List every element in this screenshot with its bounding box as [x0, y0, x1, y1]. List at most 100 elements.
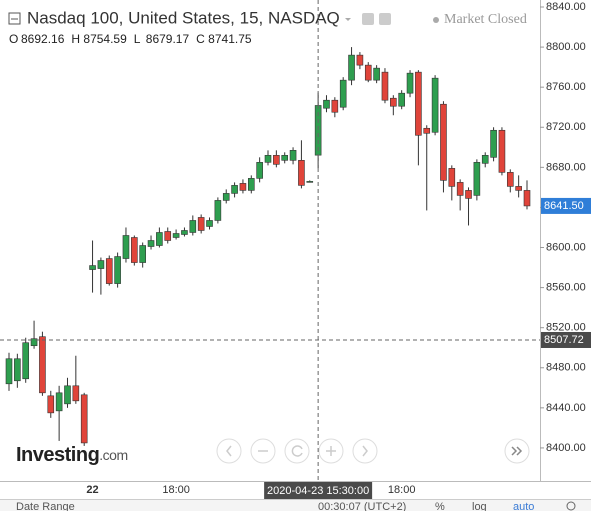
candle-body: [164, 231, 172, 241]
candle-body: [523, 190, 531, 207]
crosshair-price-label: 8507.72: [544, 334, 584, 346]
brand: Investing.com: [16, 444, 128, 466]
date-range[interactable]: Date Range: [16, 501, 75, 511]
candle-body: [289, 150, 297, 161]
candle-body: [456, 182, 464, 196]
candle-body: [131, 237, 138, 263]
ohlc-value: 8692.16: [21, 32, 65, 46]
log-toggle[interactable]: log: [472, 501, 487, 511]
scroll-right[interactable]: [352, 438, 378, 464]
collapse-icon[interactable]: [8, 12, 21, 25]
scroll-left[interactable]: [216, 438, 242, 464]
market-status: Market Closed: [444, 12, 527, 27]
icon: [326, 446, 336, 456]
ohlc-value: 8741.75: [208, 32, 252, 46]
candle-body: [373, 67, 380, 81]
ohlc-letter: L: [134, 32, 141, 46]
candle-body: [22, 342, 30, 380]
nav-icons: [226, 445, 523, 457]
candle-body: [348, 54, 355, 81]
candle-body: [247, 178, 255, 191]
candle-body: [89, 265, 96, 270]
candle-body: [323, 99, 330, 109]
candle-body: [214, 200, 222, 221]
crosshair-time-box: [264, 482, 373, 499]
dropdown-arrow[interactable]: [345, 18, 351, 21]
clock: 00:30:07 (UTC+2): [318, 501, 406, 511]
settings-icon[interactable]: [362, 13, 374, 25]
icon: [362, 445, 368, 457]
candle-body: [147, 240, 155, 247]
candle-body: [264, 155, 272, 163]
candle-body: [281, 155, 289, 161]
settings[interactable]: [566, 501, 576, 511]
candle-body: [431, 77, 439, 133]
ohlc-letter: O: [9, 32, 18, 46]
last-price-label: 8641.50: [544, 200, 584, 212]
candle-body: [331, 99, 339, 113]
candle-body: [222, 193, 230, 201]
brand-name: Investing: [16, 444, 99, 466]
candle-body: [139, 245, 146, 263]
candle-body: [356, 54, 364, 66]
y-tick-label: 8560.00: [546, 282, 586, 294]
candle-body: [64, 385, 71, 405]
candle-body: [398, 92, 405, 107]
candle-body: [47, 395, 55, 414]
x-tick-label: 18:00: [388, 484, 416, 496]
x-tick-label: 18:00: [162, 484, 190, 496]
candle-body: [481, 155, 489, 164]
footer: [0, 500, 591, 511]
candle-body: [172, 233, 180, 238]
reset[interactable]: [284, 438, 310, 464]
x-tick-label: 22: [86, 484, 98, 496]
candle-body: [364, 64, 372, 81]
candle-body: [55, 392, 63, 412]
ohlc-letter: C: [196, 32, 205, 46]
y-tick-label: 8840.00: [546, 1, 586, 13]
candle-body: [465, 190, 472, 199]
candle-body: [339, 79, 347, 108]
ohlc-value: 8754.59: [83, 32, 127, 46]
candle-body: [197, 217, 205, 231]
candle-body: [498, 129, 506, 173]
candle-body: [72, 385, 80, 402]
candle-body: [448, 168, 456, 187]
candle-body: [114, 256, 121, 284]
crosshair-time-label: 2020-04-23 15:30:00: [267, 485, 369, 497]
candle-body: [298, 160, 305, 186]
y-tick-label: 8800.00: [546, 41, 586, 53]
auto-toggle[interactable]: auto: [513, 501, 534, 511]
candle-body: [5, 358, 13, 385]
candle-body: [256, 162, 263, 179]
candle-body: [490, 129, 497, 158]
candle-body: [406, 72, 414, 94]
nav-buttons: [216, 438, 530, 464]
candle-body: [273, 155, 280, 165]
icon: [511, 446, 523, 456]
candle-body: [156, 232, 163, 246]
chart-title: Nasdaq 100, United States, 15, NASDAQ: [27, 8, 340, 27]
candle-body: [231, 185, 238, 194]
candle-body: [97, 260, 105, 269]
candle-body: [381, 71, 389, 101]
y-tick-label: 8440.00: [546, 402, 586, 414]
icon: [291, 445, 303, 457]
candle-body: [239, 183, 247, 191]
icon: [226, 445, 232, 457]
candle-body: [415, 71, 422, 136]
candle-body: [473, 162, 481, 196]
ohlc-value: 8679.17: [146, 32, 190, 46]
candle-body: [105, 258, 113, 284]
ohlc-letter: H: [71, 32, 80, 46]
y-tick-label: 8720.00: [546, 121, 586, 133]
candle-body: [515, 186, 522, 191]
y-tick-label: 8480.00: [546, 362, 586, 374]
gear-icon[interactable]: [379, 13, 391, 25]
candle-body: [506, 172, 514, 187]
percent-toggle[interactable]: %: [435, 501, 445, 511]
candle-body: [189, 220, 197, 233]
candle-body: [423, 127, 431, 134]
